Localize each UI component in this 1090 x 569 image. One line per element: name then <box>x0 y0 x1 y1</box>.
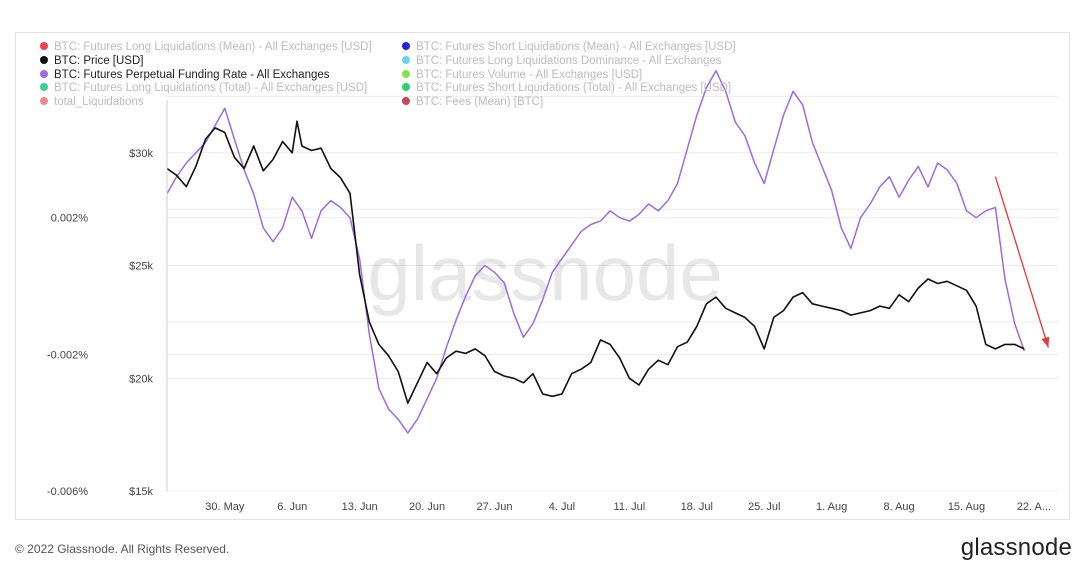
legend-label: BTC: Price [USD] <box>54 54 144 67</box>
series-layer <box>166 70 1026 434</box>
x-tick-label: 18. Jul <box>681 501 713 513</box>
legend-label: BTC: Futures Short Liquidations (Mean) -… <box>416 41 736 53</box>
legend-dot-icon <box>40 83 48 92</box>
legend-item[interactable]: total_Liquidations <box>40 96 144 109</box>
annotations <box>994 176 1050 348</box>
legend-dot-icon <box>402 83 410 92</box>
x-tick-label: 8. Aug <box>883 501 914 513</box>
legend-label: BTC: Futures Long Liquidations (Total) -… <box>54 82 368 95</box>
legend-item[interactable]: BTC: Futures Long Liquidations (Total) -… <box>40 82 367 95</box>
x-tick-label: 30. May <box>205 501 245 513</box>
chart-panel <box>15 32 1070 520</box>
x-tick-label: 1. Aug <box>816 501 847 513</box>
y-price-tick-label: $20k <box>129 373 153 385</box>
legend-item[interactable]: BTC: Fees (Mean) [BTC] <box>402 96 543 109</box>
legend-dot-icon <box>40 97 48 106</box>
y-left-tick-label: 0.002% <box>51 213 89 225</box>
legend-dot-icon <box>40 69 48 78</box>
x-tick-label: 25. Jul <box>748 501 780 513</box>
x-tick-label: 15. Aug <box>948 501 985 513</box>
legend-dot-icon <box>402 97 410 106</box>
legend-item[interactable]: BTC: Futures Volume - All Exchanges [USD… <box>402 69 642 82</box>
x-tick-label: 11. Jul <box>614 501 646 513</box>
x-tick-label: 20. Jun <box>409 501 445 513</box>
legend-label: BTC: Futures Volume - All Exchanges [USD… <box>416 68 643 81</box>
legend-label: BTC: Futures Long Liquidations (Mean) - … <box>54 41 372 53</box>
legend-dot-icon <box>402 55 410 64</box>
glassnode-logo[interactable]: glassnode <box>960 534 1072 561</box>
red-arrow-line <box>994 176 1049 348</box>
legend-label: BTC: Futures Short Liquidations (Total) … <box>416 82 732 95</box>
red-arrow-head <box>1041 336 1050 348</box>
funding-rate-series-line <box>166 70 1026 434</box>
y-left-tick-label: -0.002% <box>47 349 88 361</box>
x-tick-label: 6. Jun <box>277 501 307 513</box>
legend-dot-icon <box>40 55 48 64</box>
x-tick-label: 22. A... <box>1017 501 1051 513</box>
legend-item[interactable]: BTC: Price [USD] <box>40 55 143 68</box>
legend-label: BTC: Futures Perpetual Funding Rate - Al… <box>54 68 330 81</box>
price-series-line <box>166 120 1025 404</box>
legend-item[interactable]: BTC: Futures Perpetual Funding Rate - Al… <box>40 69 330 82</box>
legend-label: total_Liquidations <box>54 96 144 109</box>
watermark-text: glassnode <box>367 229 723 317</box>
y-left-tick-label: -0.006% <box>47 486 88 498</box>
grid-lines <box>167 95 1058 492</box>
legend-item[interactable]: BTC: Futures Long Liquidations (Mean) - … <box>40 41 372 54</box>
y-price-tick-label: $30k <box>129 148 153 160</box>
legend-dot-icon <box>40 42 48 50</box>
y-price-tick-label: $25k <box>129 261 153 273</box>
legend-item[interactable]: BTC: Futures Long Liquidations Dominance… <box>402 55 722 68</box>
axes: 0.002% -0.002% -0.006% $30k $25k $20k $15k 30. … <box>47 100 1051 513</box>
x-tick-label: 27. Jun <box>476 501 512 513</box>
y-price-tick-label: $15k <box>129 486 153 498</box>
x-tick-label: 4. Jul <box>549 501 575 513</box>
legend-item[interactable]: BTC: Futures Short Liquidations (Mean) -… <box>402 41 736 54</box>
legend-label: BTC: Fees (Mean) [BTC] <box>416 96 544 109</box>
legend-dot-icon <box>402 42 410 50</box>
legend-item[interactable]: BTC: Futures Short Liquidations (Total) … <box>402 82 731 95</box>
copyright-text: © 2022 Glassnode. All Rights Reserved. <box>15 542 230 556</box>
legend: BTC: Futures Long Liquidations (Mean) - … <box>40 41 760 113</box>
legend-label: BTC: Futures Long Liquidations Dominance… <box>416 54 722 67</box>
x-tick-label: 13. Jun <box>342 501 378 513</box>
legend-dot-icon <box>402 69 410 78</box>
